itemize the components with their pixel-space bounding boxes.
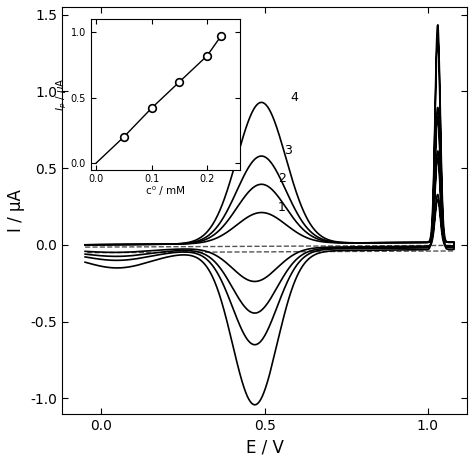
Text: 4: 4 xyxy=(291,91,299,104)
Text: 1: 1 xyxy=(278,200,285,214)
X-axis label: E / V: E / V xyxy=(246,438,283,456)
Text: 2: 2 xyxy=(278,172,285,186)
Text: 3: 3 xyxy=(284,144,292,157)
Y-axis label: I / μA: I / μA xyxy=(7,189,25,232)
